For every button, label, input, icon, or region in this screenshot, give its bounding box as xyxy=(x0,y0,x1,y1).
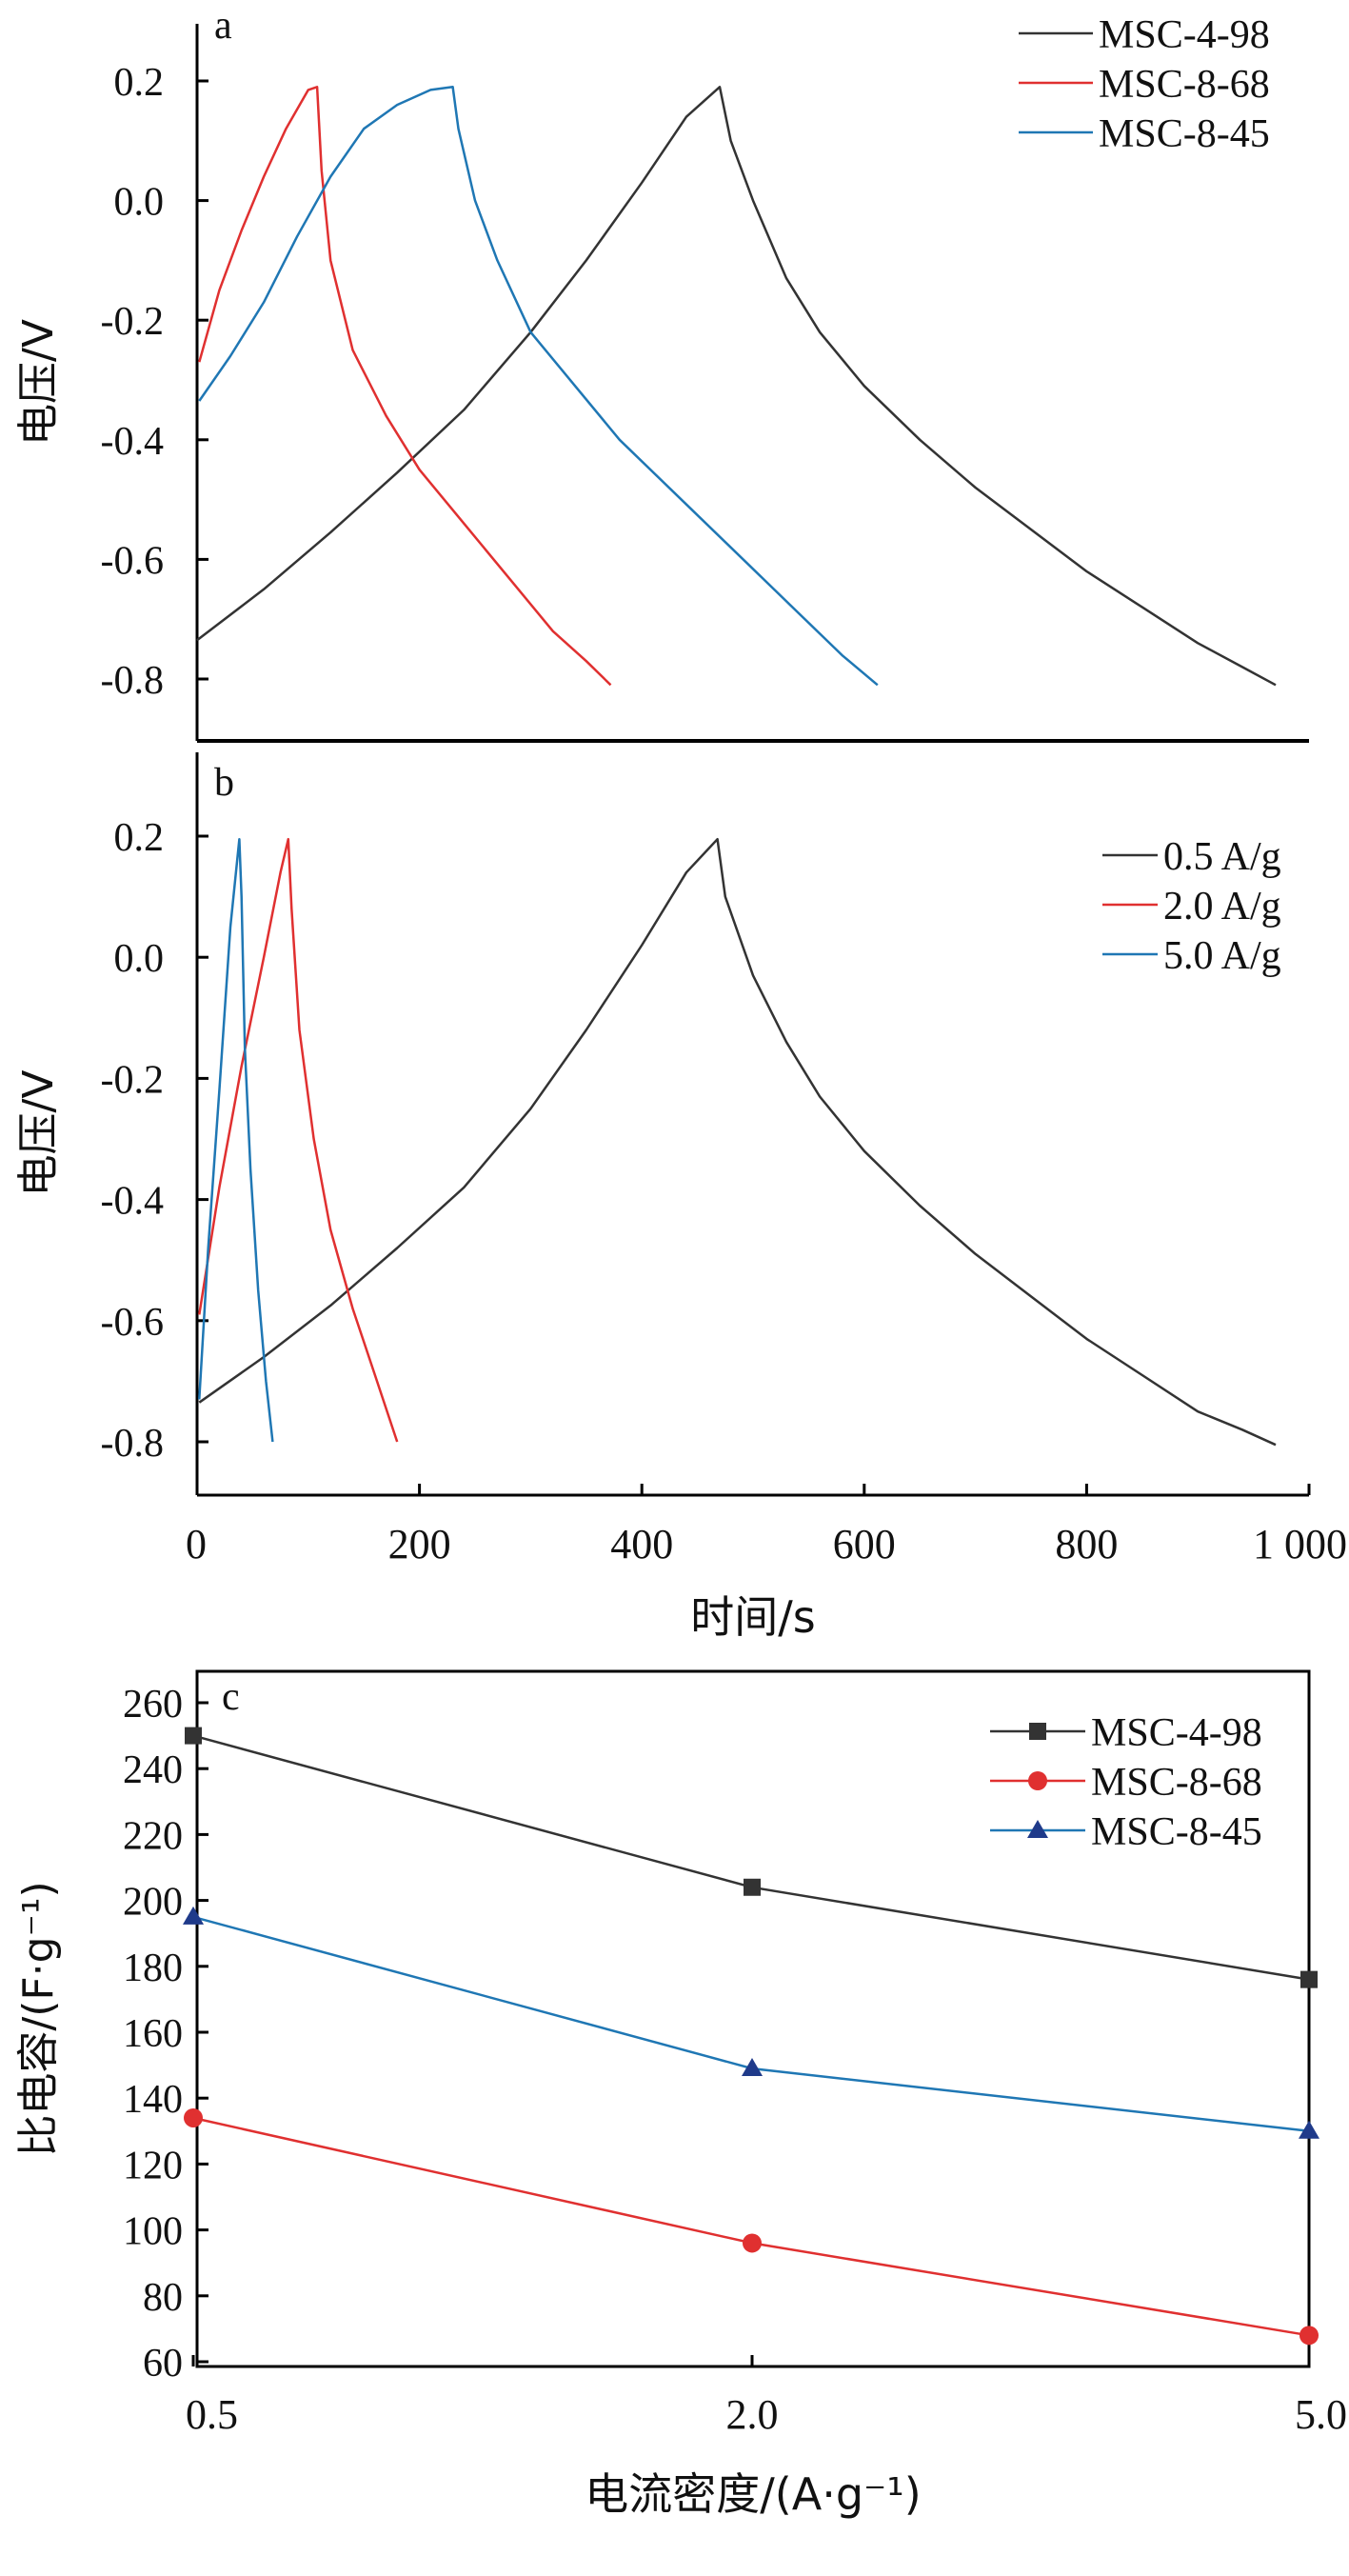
x-tick-label: 0.5 xyxy=(186,2391,238,2438)
y-tick-label: 120 xyxy=(123,2144,183,2187)
legend-label: MSC-4-98 xyxy=(1091,1711,1262,1755)
y-axis-label: 电压/V xyxy=(14,319,63,446)
x-axis-label: 电流密度/(A·g⁻¹) xyxy=(585,2468,921,2520)
y-tick-label: -0.6 xyxy=(101,1301,165,1345)
legend-marker xyxy=(1029,1723,1046,1740)
series-line-5-0-a-g xyxy=(198,837,274,1443)
y-tick-label: 0.2 xyxy=(114,61,165,105)
series-msc-4-98 xyxy=(185,1727,1318,1988)
x-tick-label: 400 xyxy=(610,1521,673,1568)
y-tick-label: -0.2 xyxy=(101,300,165,344)
legend-label: 2.0 A/g xyxy=(1163,885,1281,929)
y-tick-label: 0.0 xyxy=(114,937,165,981)
y-tick-label: -0.8 xyxy=(101,1422,165,1466)
series-line-msc-8-68 xyxy=(198,86,612,687)
data-point xyxy=(1299,2326,1319,2346)
data-point xyxy=(1299,2120,1319,2139)
series-line-msc-8-45 xyxy=(198,86,879,687)
y-tick-label: 200 xyxy=(123,1881,183,1925)
y-tick-label: -0.4 xyxy=(101,420,165,464)
data-point xyxy=(184,2107,203,2127)
data-point xyxy=(183,1906,204,1925)
legend-label: MSC-8-68 xyxy=(1091,1761,1262,1805)
data-point xyxy=(744,1878,761,1896)
x-tick-label: 0 xyxy=(186,1521,207,1568)
data-point xyxy=(743,2233,762,2253)
series-msc-8-68 xyxy=(184,2107,1319,2346)
y-axis-label: 电压/V xyxy=(14,1070,63,1197)
panel-letter: a xyxy=(214,4,232,48)
x-tick-label: 600 xyxy=(833,1521,896,1568)
series-line xyxy=(192,1915,1310,2133)
legend-label: 0.5 A/g xyxy=(1163,835,1281,879)
legend-marker xyxy=(1027,1820,1048,1838)
series-msc-8-45 xyxy=(183,1906,1319,2139)
y-tick-label: -0.6 xyxy=(101,539,165,583)
x-tick-label: 2.0 xyxy=(726,2391,779,2438)
x-tick-label: 800 xyxy=(1055,1521,1118,1568)
data-point xyxy=(1300,1970,1318,1988)
y-tick-label: -0.4 xyxy=(101,1180,165,1224)
y-tick-label: 160 xyxy=(123,2012,183,2056)
panel-a: 0.2 0.0 -0.2 -0.4 -0.6 -0.8 a 电压/V MSC-4-98 MSC-8… xyxy=(14,4,1309,743)
y-tick-label: 100 xyxy=(123,2210,183,2254)
data-point xyxy=(185,1727,202,1745)
x-tick-label: 200 xyxy=(388,1521,451,1568)
y-tick-label: 260 xyxy=(123,1683,183,1727)
data-point xyxy=(742,2058,763,2077)
panel-letter: b xyxy=(214,761,234,805)
panel-letter: c xyxy=(222,1675,240,1719)
x-axis-label: 时间/s xyxy=(690,1591,815,1643)
y-tick-label: -0.2 xyxy=(101,1058,165,1102)
legend-label: MSC-8-45 xyxy=(1099,112,1270,156)
y-tick-label: 140 xyxy=(123,2078,183,2122)
panel-b: 0.2 0.0 -0.2 -0.4 -0.6 -0.8 0 200 400 600 800 1 000… xyxy=(14,752,1347,1643)
y-tick-label: 0.2 xyxy=(114,816,165,860)
series-line-0-5-a-g xyxy=(198,837,1277,1447)
y-axis-label: 比电容/(F·g⁻¹) xyxy=(14,1881,63,2156)
y-tick-label: 180 xyxy=(123,1947,183,1990)
legend-label: MSC-4-98 xyxy=(1099,13,1270,57)
x-tick-label: 5.0 xyxy=(1295,2391,1347,2438)
series-line xyxy=(192,2116,1310,2337)
y-tick-label: 60 xyxy=(143,2342,183,2386)
series-line-msc-4-98 xyxy=(196,86,1277,687)
panel-c: 260 240 220 200 180 160 140 120 100 80 600.5 2.0 5.0… xyxy=(14,1669,1347,2520)
legend-label: MSC-8-45 xyxy=(1091,1810,1262,1854)
y-tick-label: -0.8 xyxy=(101,659,165,703)
series-line-2-0-a-g xyxy=(198,837,399,1443)
legend-marker xyxy=(1028,1771,1047,1790)
legend-label: MSC-8-68 xyxy=(1099,63,1270,107)
y-tick-label: 220 xyxy=(123,1814,183,1858)
legend-label: 5.0 A/g xyxy=(1163,934,1281,978)
y-tick-label: 80 xyxy=(143,2276,183,2320)
y-tick-label: 240 xyxy=(123,1748,183,1792)
y-tick-label: 0.0 xyxy=(114,181,165,225)
x-tick-label: 1 000 xyxy=(1253,1521,1347,1568)
